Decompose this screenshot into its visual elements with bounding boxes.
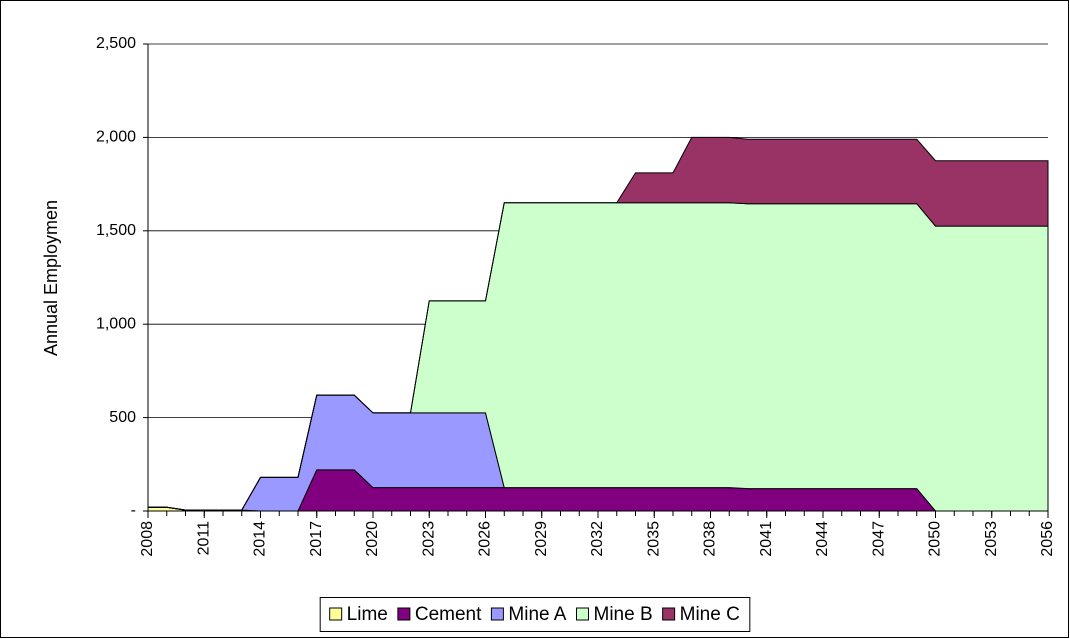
x-tick-label: 2044 <box>814 521 831 557</box>
legend: Lime Cement Mine A Mine B Mine C <box>319 597 751 632</box>
y-axis-label: Annual Employmen <box>41 200 61 356</box>
legend-swatch <box>490 607 504 621</box>
x-tick-label: 2050 <box>927 521 944 557</box>
x-tick-label: 2020 <box>364 521 381 557</box>
y-tick-label: 1,500 <box>96 222 136 239</box>
x-tick-label: 2008 <box>139 521 156 557</box>
legend-swatch <box>662 607 676 621</box>
y-tick-label: 2,000 <box>96 129 136 146</box>
x-tick-label: 2017 <box>308 521 325 557</box>
x-tick-label: 2026 <box>477 521 494 557</box>
legend-label: Lime <box>347 604 388 625</box>
legend-swatch <box>575 607 589 621</box>
x-tick-label: 2011 <box>195 521 212 556</box>
legend-label: Cement <box>415 604 482 625</box>
legend-label: Mine C <box>680 604 740 625</box>
x-tick-label: 2032 <box>589 521 606 557</box>
x-tick-label: 2035 <box>645 521 662 557</box>
x-tick-label: 2014 <box>252 521 269 557</box>
y-tick-label: 1,000 <box>96 315 136 332</box>
x-tick-label: 2029 <box>533 521 550 557</box>
legend-swatch <box>397 607 411 621</box>
x-tick-label: 2053 <box>983 521 1000 557</box>
x-tick-label: 2038 <box>702 521 719 557</box>
y-tick-label: 500 <box>109 409 136 426</box>
legend-box <box>319 597 751 632</box>
y-tick-label: - <box>131 502 136 519</box>
x-tick-label: 2023 <box>420 521 437 557</box>
legend-label: Mine A <box>508 604 566 625</box>
legend-label: Mine B <box>593 604 652 625</box>
legend-swatch <box>329 607 343 621</box>
x-tick-label: 2056 <box>1039 521 1056 557</box>
x-tick-label: 2041 <box>758 521 775 557</box>
x-tick-label: 2047 <box>870 521 887 557</box>
y-tick-label: 2,500 <box>96 35 136 52</box>
area <box>148 136 1049 511</box>
